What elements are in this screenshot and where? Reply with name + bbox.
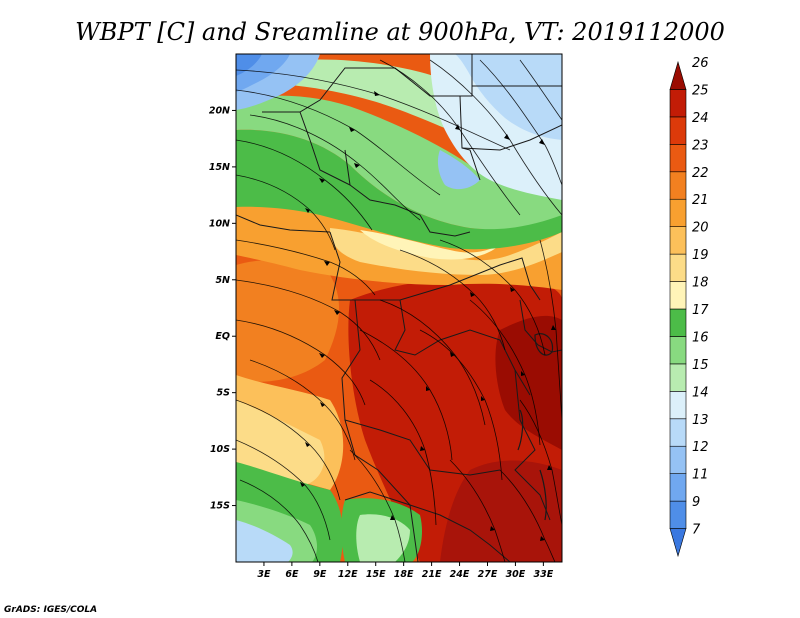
- colorbar-swatch: [669, 418, 687, 447]
- colorbar-swatch: [669, 89, 687, 118]
- country-borders: [236, 54, 562, 562]
- map-panel: 3E 6E 9E 12E 15E 18E 21E 24E 27E 30E 33E 20N 15N 10N…: [209, 53, 563, 580]
- wbpt-contour-13-ne: [437, 150, 480, 190]
- colorbar-level-label: 24: [692, 111, 709, 126]
- colorbar-swatch: [669, 308, 687, 337]
- colorbar-level-label: 21: [692, 193, 709, 208]
- colorbar-level-label: 20: [692, 221, 709, 236]
- lon-tick-label: 6E: [285, 569, 299, 580]
- wbpt-contour-24-west: [236, 260, 340, 382]
- latitude-axis: 20N 15N 10N 5N EQ 5S 10S 15S: [209, 105, 236, 512]
- lon-tick-label: 27E: [478, 569, 498, 580]
- grads-credit: GrADS: IGES/COLA: [4, 605, 97, 615]
- colorbar: 7 9 11 12 13 14 15 16 17 18 19 20 21 22 23 24 25 26: [669, 56, 709, 558]
- lon-tick-label: 9E: [313, 569, 327, 580]
- colorbar-level-label: 23: [692, 138, 709, 153]
- lat-tick-label: 15S: [210, 501, 230, 512]
- colorbar-swatch: [669, 363, 687, 392]
- lat-tick-label: 10N: [209, 218, 230, 229]
- lon-tick-label: 21E: [422, 569, 442, 580]
- colorbar-level-label: 9: [692, 495, 700, 510]
- colorbar-swatch: [669, 144, 687, 173]
- colorbar-level-label: 12: [692, 440, 709, 455]
- map-frame: [235, 53, 563, 563]
- colorbar-level-label: 17: [692, 303, 709, 318]
- lon-tick-label: 12E: [338, 569, 358, 580]
- colorbar-swatch: [669, 391, 687, 420]
- colorbar-level-label: 25: [692, 83, 709, 98]
- colorbar-swatch: [669, 473, 687, 502]
- lat-tick-label: 5S: [217, 388, 231, 399]
- lat-tick-label: 5N: [215, 275, 230, 286]
- colorbar-swatch: [669, 116, 687, 145]
- colorbar-swatch: [669, 336, 687, 365]
- colorbar-level-label: 26: [692, 56, 709, 71]
- wbpt-contour-14-sw: [236, 520, 293, 562]
- wbpt-contour-14-ne: [455, 54, 562, 140]
- colorbar-swatch: [669, 60, 687, 90]
- colorbar-level-label: 22: [692, 166, 709, 181]
- colorbar-swatch: [669, 253, 687, 282]
- lon-tick-label: 33E: [534, 569, 554, 580]
- colorbar-level-label: 18: [692, 276, 709, 291]
- colorbar-swatch: [669, 198, 687, 227]
- lat-tick-label: 15N: [209, 162, 230, 173]
- colorbar-level-label: 11: [692, 468, 709, 483]
- wbpt-contour-16-north: [236, 95, 562, 230]
- lat-tick-label: 20N: [209, 105, 230, 116]
- streamline-arrows: [300, 91, 556, 541]
- colorbar-level-label: 16: [692, 330, 709, 345]
- colorbar-swatch: [669, 226, 687, 255]
- lon-tick-label: 3E: [257, 569, 271, 580]
- colorbar-level-label: 13: [692, 413, 709, 428]
- lat-tick-label: 10S: [210, 444, 230, 455]
- colorbar-swatch: [669, 281, 687, 310]
- wbpt-contour-17-north: [236, 129, 562, 250]
- colorbar-swatch: [669, 528, 687, 558]
- colorbar-swatch: [669, 445, 687, 474]
- lon-tick-label: 30E: [506, 569, 526, 580]
- lon-tick-label: 24E: [450, 569, 470, 580]
- colorbar-level-label: 19: [692, 248, 709, 263]
- lat-tick-label: EQ: [215, 331, 230, 342]
- lakes: [517, 333, 554, 521]
- map-title: WBPT [C] and Sreamline at 900hPa, VT: 20…: [75, 18, 725, 46]
- colorbar-swatch: [669, 500, 687, 529]
- colorbar-level-label: 7: [692, 523, 701, 538]
- lon-tick-label: 15E: [366, 569, 386, 580]
- colorbar-swatch: [669, 171, 687, 200]
- wbpt-contour-18-band: [360, 230, 500, 260]
- longitude-axis: 3E 6E 9E 12E 15E 18E 21E 24E 27E 30E 33E: [257, 562, 554, 580]
- lon-tick-label: 18E: [394, 569, 414, 580]
- wbpt-contour-19-sw: [236, 400, 325, 485]
- colorbar-level-label: 15: [692, 358, 709, 373]
- colorbar-level-label: 14: [692, 385, 709, 400]
